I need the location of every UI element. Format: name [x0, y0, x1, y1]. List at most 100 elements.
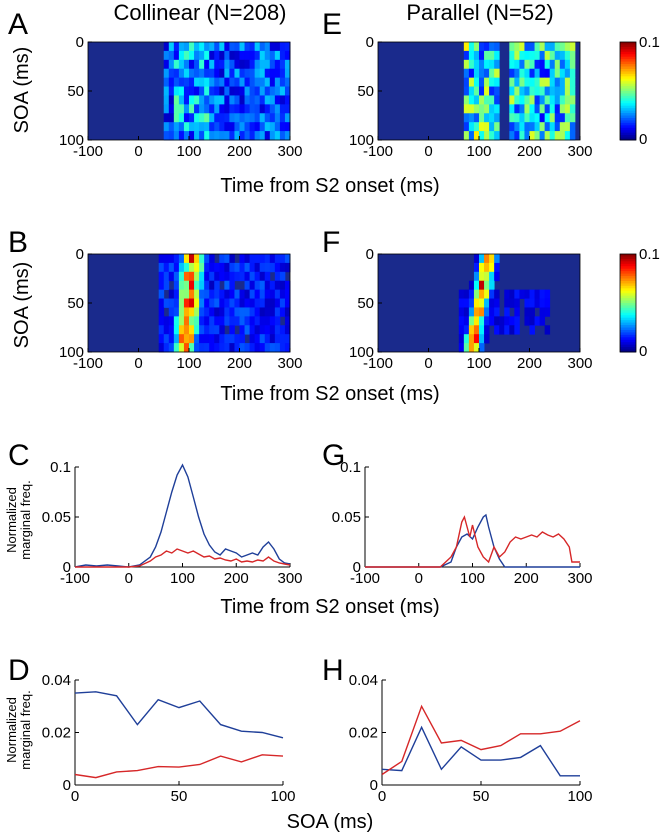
heatmap-cell	[183, 307, 190, 317]
heatmap-cell	[484, 307, 490, 317]
ylabel-c: Normalized marginal freq.	[4, 480, 33, 559]
heatmap-cell	[204, 122, 210, 132]
heatmap-cell	[168, 86, 175, 96]
x-tick-label: 100	[176, 143, 201, 160]
heatmap-cell	[259, 254, 266, 264]
heatmap-cell	[463, 334, 470, 344]
heatmap-cell	[168, 42, 175, 52]
heatmap-cell	[244, 325, 250, 335]
colorbar-segment	[620, 98, 636, 102]
heatmap-cell	[178, 50, 185, 61]
heatmap-cell	[494, 325, 500, 335]
colorbar-segment	[620, 78, 636, 82]
lineplot-d: 0 50 100 0 0.02 0.04	[42, 672, 296, 805]
heatmap-cell	[163, 262, 170, 273]
heatmap-cell	[514, 42, 520, 52]
colorbar-segment	[620, 285, 636, 289]
heatmap-cell	[494, 122, 500, 132]
heatmap-cell	[514, 50, 520, 61]
heatmap-cell	[484, 50, 490, 61]
heatmap-cell	[189, 343, 195, 353]
heatmap-cell	[244, 307, 250, 317]
heatmap-a: -100 0 100 200 300 0 50 100	[59, 34, 303, 160]
heatmap-cell	[214, 298, 220, 308]
heatmap-cell	[194, 343, 200, 353]
heatmap-cell	[479, 42, 485, 52]
colorbar-segment	[620, 266, 636, 270]
heatmap-cell	[484, 86, 490, 96]
heatmap-cell	[529, 289, 535, 299]
heatmap-cell	[209, 59, 215, 70]
heatmap-cell	[264, 316, 271, 326]
heatmap-cell	[209, 325, 215, 335]
heatmap-cell	[494, 104, 500, 114]
heatmap-cell	[468, 289, 475, 299]
heatmap-cell	[468, 298, 475, 308]
heatmap-cell	[254, 307, 261, 317]
heatmap-cell	[244, 343, 250, 353]
heatmap-cell	[183, 343, 190, 353]
heatmap-cell	[264, 271, 271, 282]
heatmap-cell	[214, 262, 220, 273]
heatmap-cell	[219, 334, 225, 344]
heatmap-cell	[284, 59, 291, 70]
heatmap-cell	[204, 95, 210, 105]
y-tick-label: 0.04	[349, 672, 378, 689]
heatmap-cell	[529, 95, 535, 105]
heatmap-cell	[564, 86, 571, 96]
heatmap-cell	[544, 68, 551, 79]
heatmap-cell	[229, 42, 235, 52]
heatmap-cell	[194, 298, 200, 308]
heatmap-cell	[559, 86, 566, 96]
heatmap-cell	[239, 307, 245, 317]
heatmap-cell	[468, 280, 475, 291]
heatmap-cell	[229, 59, 235, 70]
heatmap-cell	[524, 298, 530, 308]
heatmap-cell	[214, 104, 220, 114]
heatmap-cell	[564, 50, 571, 61]
heatmap-cell	[189, 316, 195, 326]
heatmap-cell	[484, 42, 490, 52]
heatmap-cell	[499, 316, 505, 326]
heatmap-cell	[254, 334, 261, 344]
heatmap-cell	[234, 95, 240, 105]
heatmap-cell	[524, 307, 530, 317]
heatmap-cell	[173, 307, 180, 317]
heatmap-cell	[554, 59, 561, 70]
heatmap-cell	[534, 104, 540, 114]
heatmap-cell	[519, 95, 525, 105]
colorbar-segment	[620, 339, 636, 343]
y-tick-label: 100	[59, 344, 84, 361]
heatmap-cell	[524, 59, 530, 70]
heatmap-cell	[219, 113, 225, 123]
heatmap-cell	[204, 59, 210, 70]
colorbar-segment	[620, 103, 636, 107]
ylabel-a: SOA (ms)	[11, 47, 33, 134]
heatmap-cell	[473, 262, 480, 273]
heatmap-cell	[534, 289, 540, 299]
heatmap-cell	[199, 77, 205, 87]
heatmap-cell	[178, 289, 185, 299]
heatmap-cell	[163, 42, 170, 52]
heatmap-cell	[219, 86, 225, 96]
y-tick-label: 50	[67, 295, 84, 312]
heatmap-cell	[279, 271, 286, 282]
heatmap-cell	[234, 298, 240, 308]
panel-letter-g: G	[322, 439, 345, 472]
heatmap-cell	[534, 316, 540, 326]
colorbar-segment	[620, 320, 636, 324]
heatmap-cell	[524, 131, 530, 141]
heatmap-cell	[199, 254, 205, 264]
heatmap-cell	[189, 289, 195, 299]
heatmap-cell	[489, 316, 495, 326]
heatmap-cell	[209, 343, 215, 353]
heatmap-cell	[554, 77, 561, 87]
heatmap-cell	[234, 59, 240, 70]
x-tick-label: 0	[134, 355, 142, 372]
heatmap-cell	[183, 42, 190, 52]
heatmap-cell	[473, 316, 480, 326]
heatmap-cell	[509, 104, 515, 114]
heatmap-cell	[504, 289, 510, 299]
heatmap-cell	[214, 68, 220, 79]
y-tick-label: 0.02	[349, 725, 378, 742]
